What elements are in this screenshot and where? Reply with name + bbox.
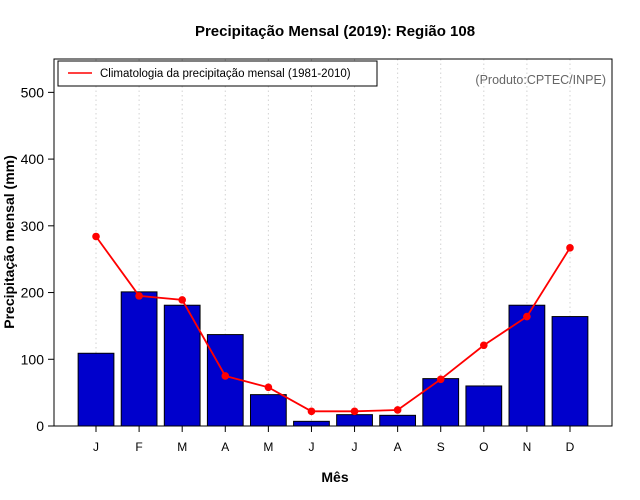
x-tick-label: A — [221, 440, 229, 454]
x-axis-title: Mês — [321, 469, 348, 485]
climatology-point — [264, 383, 273, 392]
climatology-point — [135, 292, 143, 300]
source-annotation: (Produto:CPTEC/INPE) — [475, 73, 606, 87]
bar — [163, 304, 201, 427]
bar — [379, 414, 417, 427]
bar-series — [77, 291, 589, 427]
climatology-line — [95, 235, 571, 413]
climatology-point — [393, 406, 402, 414]
y-tick-label: 100 — [21, 351, 45, 367]
bar — [249, 394, 287, 427]
y-tick-label: 300 — [21, 218, 45, 234]
x-tick-label: N — [523, 440, 532, 454]
chart-title: Precipitação Mensal (2019): Região 108 — [195, 23, 475, 40]
x-tick-label: J — [352, 440, 358, 454]
bar — [508, 304, 546, 427]
y-axis: 0 100 200 300 400 500 — [21, 84, 54, 434]
y-tick-label: 400 — [21, 151, 45, 167]
plot-frame — [53, 58, 613, 427]
x-tick-label: F — [135, 440, 142, 454]
legend: Climatologia da precipitação mensal (198… — [57, 60, 378, 87]
legend-entry-climatology: Climatologia da precipitação mensal (198… — [100, 68, 351, 80]
bar — [293, 420, 330, 427]
x-tick-label: S — [437, 440, 445, 454]
climatology-point — [350, 407, 359, 416]
climatology-point — [307, 407, 316, 416]
climatology-point — [178, 296, 186, 304]
x-tick-label: A — [394, 440, 402, 454]
y-tick-label: 500 — [21, 84, 45, 100]
x-tick-label: J — [308, 440, 314, 454]
climatology-line-series — [92, 232, 574, 416]
climatology-point — [523, 312, 531, 321]
climatology-point — [221, 372, 230, 380]
bar — [206, 334, 244, 427]
bar — [336, 414, 373, 427]
bar — [422, 378, 460, 427]
bar — [465, 385, 503, 427]
legend-box — [57, 60, 378, 87]
climatology-point — [566, 244, 574, 252]
climatology-point — [436, 375, 445, 384]
climatology-point — [480, 341, 488, 350]
x-tick-label: M — [263, 440, 273, 454]
x-tick-label: J — [93, 440, 99, 454]
y-tick-label: 200 — [21, 285, 45, 301]
x-tick-label: M — [177, 440, 187, 454]
bar — [77, 352, 115, 427]
bar — [551, 316, 589, 427]
y-tick-label: 0 — [36, 418, 44, 434]
x-tick-label: D — [566, 440, 575, 454]
y-axis-title: Precipitação mensal (mm) — [1, 155, 17, 329]
climatology-point — [92, 232, 100, 241]
bar — [120, 291, 158, 427]
x-tick-label: O — [479, 440, 488, 454]
